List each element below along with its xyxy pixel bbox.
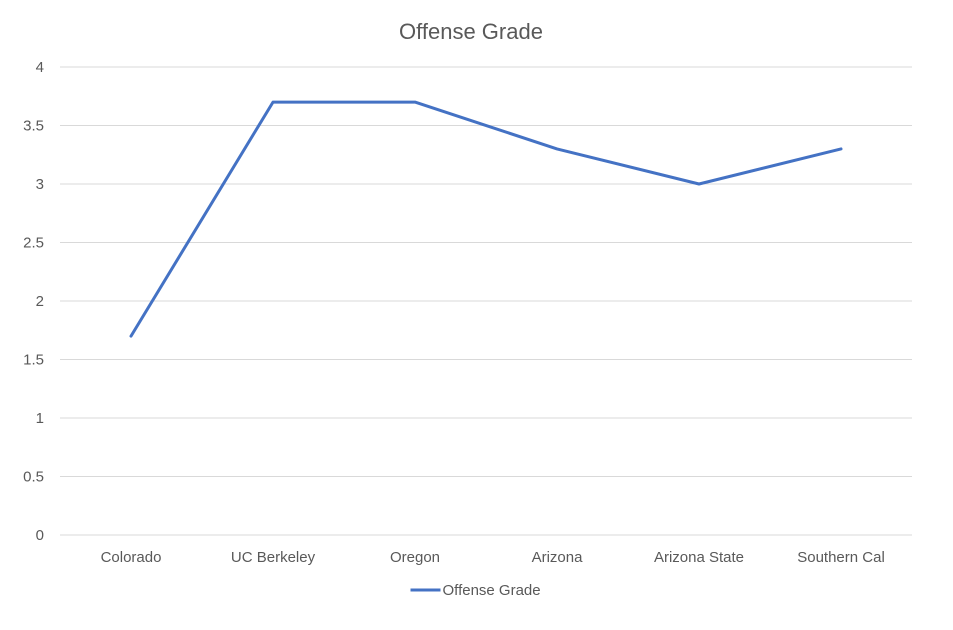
legend-label: Offense Grade [443,582,541,599]
x-axis: Colorado UC Berkeley Oregon Arizona Arizona … [101,549,885,566]
x-tick-label: Colorado [101,549,162,566]
y-tick-label: 0 [36,527,44,544]
legend: Offense Grade [410,582,541,599]
series-line-0 [129,100,843,338]
y-tick-label: 4 [36,59,44,76]
y-tick-label: 3 [36,176,44,193]
series-layer [129,100,843,338]
y-tick-label: 1 [36,410,44,427]
x-tick-label: UC Berkeley [231,549,316,566]
x-tick-label: Arizona State [654,549,744,566]
y-tick-label: 0.5 [23,469,44,486]
x-tick-label: Arizona [532,549,584,566]
gridlines [60,66,912,536]
y-tick-label: 3.5 [23,118,44,135]
x-tick-label: Oregon [390,549,440,566]
x-tick-label: Southern Cal [797,549,885,566]
y-tick-label: 1.5 [23,352,44,369]
y-tick-label: 2 [36,293,44,310]
y-tick-label: 2.5 [23,235,44,252]
y-axis: 0 0.5 1 1.5 2 2.5 3 3.5 4 [23,59,44,544]
chart-title: Offense Grade [399,19,543,44]
